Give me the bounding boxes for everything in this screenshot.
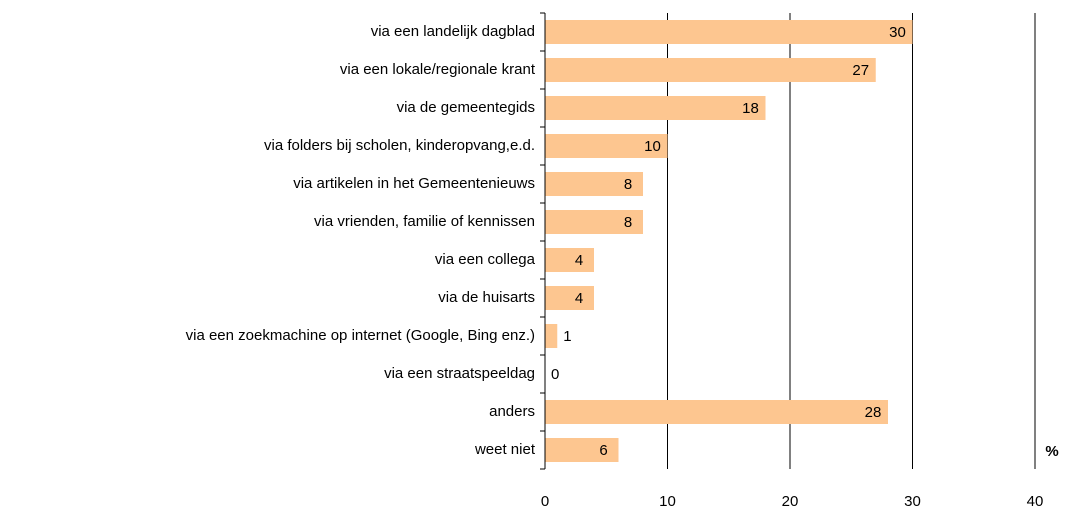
bar — [545, 58, 876, 82]
y-tick-label: via artikelen in het Gemeentenieuws — [293, 175, 535, 192]
unit-label: % — [1045, 443, 1058, 460]
y-tick-label: via de gemeentegids — [397, 99, 535, 116]
data-label: 8 — [624, 214, 632, 231]
bar — [545, 400, 888, 424]
y-tick-label: via een straatspeeldag — [384, 365, 535, 382]
bar — [545, 438, 619, 462]
y-tick-label: via de huisarts — [438, 289, 535, 306]
y-tick-label: anders — [489, 403, 535, 420]
bar — [545, 210, 643, 234]
y-tick-label: via folders bij scholen, kinderopvang,e.… — [264, 137, 535, 154]
x-tick-label: 40 — [1027, 493, 1044, 510]
bar — [545, 134, 668, 158]
data-label: 1 — [563, 328, 571, 345]
y-tick-label: via een landelijk dagblad — [371, 23, 535, 40]
data-label: 27 — [852, 62, 869, 79]
bar — [545, 172, 643, 196]
y-tick-label: via een collega — [435, 251, 536, 268]
data-label: 4 — [575, 290, 583, 307]
data-label: 6 — [599, 442, 607, 459]
bar — [545, 248, 594, 272]
bar — [545, 20, 913, 44]
data-label: 28 — [865, 404, 882, 421]
x-tick-label: 30 — [904, 493, 921, 510]
x-tick-label: 20 — [782, 493, 799, 510]
data-label: 4 — [575, 252, 583, 269]
data-label: 10 — [644, 138, 661, 155]
data-label: 30 — [889, 24, 906, 41]
data-label: 18 — [742, 100, 759, 117]
data-label: 8 — [624, 176, 632, 193]
bar — [545, 324, 558, 348]
bar — [545, 286, 594, 310]
y-tick-label: via een zoekmachine op internet (Google,… — [186, 327, 535, 344]
x-tick-label: 10 — [659, 493, 676, 510]
bar — [545, 96, 766, 120]
y-tick-label: weet niet — [474, 441, 536, 458]
x-tick-label: 0 — [541, 493, 549, 510]
data-label: 0 — [551, 366, 559, 383]
y-tick-label: via vrienden, familie of kennissen — [314, 213, 535, 230]
y-tick-label: via een lokale/regionale krant — [340, 61, 536, 78]
